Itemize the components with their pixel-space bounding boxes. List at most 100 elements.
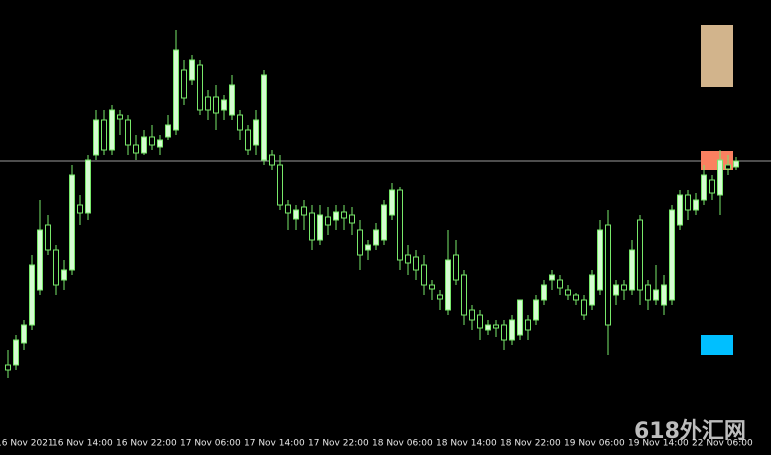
x-tick-label: 19 Nov 06:00 [564,439,625,449]
candle-body [157,139,163,148]
candle-body [325,216,331,226]
candle-body [61,269,67,281]
candle-body [69,174,75,271]
candle-body [621,284,627,291]
candle-body [597,229,603,291]
candle-body [629,249,635,291]
candle-body [669,209,675,301]
candle-body [21,324,27,344]
x-tick-label: 17 Nov 06:00 [180,439,241,449]
candle-body [37,229,43,291]
candle-body [365,244,371,251]
candle-body [333,211,339,221]
candle-body [429,284,435,290]
x-tick-label: 16 Nov 14:00 [52,439,113,449]
candle-body [117,114,123,120]
candle-body [501,324,507,341]
candle-body [677,194,683,226]
candle-body [45,224,51,251]
candle-body [613,284,619,296]
candle-body [309,212,315,241]
candle-body [637,219,643,291]
candle-body [717,159,723,196]
candle-body [221,99,227,111]
candle-body [445,259,451,311]
candle-body [173,49,179,131]
candle-body [397,189,403,261]
candle-body [589,274,595,306]
zone-box [701,25,733,87]
candle-body [453,254,459,281]
x-tick-label: 16 Nov 22:00 [116,439,177,449]
candle-body [437,294,443,300]
candle-body [285,204,291,214]
candle-body [5,364,11,371]
candle-body [189,59,195,81]
candle-body [269,154,275,166]
x-tick-label: 22 Nov 06:00 [692,439,753,449]
candle-body [565,289,571,296]
candle-body [645,284,651,301]
candle-body [381,204,387,241]
x-tick-label: 19 Nov 14:00 [628,439,689,449]
candle-body [605,224,611,326]
candle-body [277,164,283,206]
candle-body [541,284,547,301]
candle-body [229,84,235,116]
candle-body [549,274,555,281]
x-tick-label: 16 Nov 2021 [0,439,54,449]
candle-body [293,209,299,220]
candle-body [661,284,667,306]
candle-body [253,119,259,146]
candle-body [373,229,379,246]
candle-body [685,194,691,211]
candle-body [461,274,467,316]
candle-body [141,136,147,154]
candle-body [133,144,139,154]
candle-body [149,136,155,146]
candle-body [181,69,187,99]
candle-body [53,249,59,286]
candle-body [125,119,131,146]
x-tick-label: 17 Nov 22:00 [308,439,369,449]
x-tick-label: 18 Nov 14:00 [436,439,497,449]
candle-body [581,299,587,316]
candle-body [13,339,19,366]
candle-body [533,299,539,321]
candle-body [213,96,219,114]
candle-body [477,314,483,329]
candle-body [341,211,347,219]
candle-body [29,264,35,326]
candle-body [405,254,411,264]
candle-body [557,279,563,289]
candle-body [469,309,475,321]
candle-body [85,159,91,214]
candle-body [109,109,115,151]
zone-box [701,335,733,355]
candle-body [421,264,427,286]
x-tick-label: 18 Nov 22:00 [500,439,561,449]
candle-body [653,289,659,301]
candle-body [301,206,307,216]
candle-body [357,229,363,256]
candle-body [261,74,267,161]
candle-body [701,174,707,201]
candle-body [205,96,211,111]
candle-body [525,319,531,331]
candle-body [101,119,107,151]
candle-body [509,319,515,341]
watermark: 618外汇网 [634,418,746,444]
candle-body [733,160,739,168]
candle-body [237,114,243,131]
candle-body [573,294,579,301]
candle-body [485,324,491,331]
x-tick-label: 18 Nov 06:00 [372,439,433,449]
candle-body [77,204,83,214]
candle-body [389,189,395,216]
candle-body [725,164,731,170]
candle-body [709,179,715,194]
x-tick-label: 17 Nov 14:00 [244,439,305,449]
candle-body [317,214,323,241]
